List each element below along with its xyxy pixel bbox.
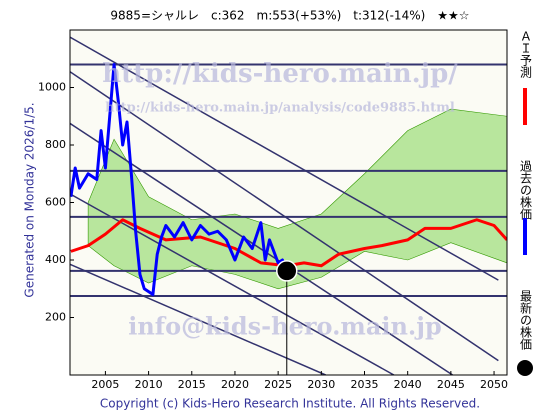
x-tick-label: 2025	[264, 378, 292, 391]
latest-point	[276, 260, 298, 282]
plot	[70, 36, 507, 375]
x-tick-label: 2005	[91, 378, 119, 391]
trend-line	[70, 263, 326, 375]
x-tick-label: 2045	[437, 378, 465, 391]
x-tick-label: 2020	[221, 378, 249, 391]
watermark: info@kids-hero.main.jp	[128, 312, 442, 341]
footer: Copyright (c) Kids-Hero Research Institu…	[100, 397, 480, 411]
side-note: Generated on Monday 2026/1/5.	[23, 102, 37, 297]
legend-label: 最新の株価	[519, 290, 533, 350]
chart-title: 9885=シャルレ c:362 m:553(+53%) t:312(-14%) …	[110, 9, 469, 23]
trend-line	[70, 36, 499, 281]
legend-swatch	[517, 360, 533, 376]
x-tick-label: 2050	[480, 378, 508, 391]
legend-label: ＡＩ予測	[519, 30, 533, 79]
y-tick-label: 800	[45, 138, 66, 151]
legend-label: 過去の株価	[519, 160, 533, 220]
series-line	[70, 63, 289, 296]
trend-line	[70, 122, 454, 375]
series-line	[70, 218, 507, 268]
x-tick-label: 2040	[394, 378, 422, 391]
trend-line	[70, 71, 499, 362]
y-tick-label: 600	[45, 196, 66, 209]
x-tick-label: 2035	[351, 378, 379, 391]
x-tick-label: 2015	[178, 378, 206, 391]
x-tick-label: 2030	[307, 378, 335, 391]
x-tick-label: 2010	[135, 378, 163, 391]
watermark: http://kids-hero.main.jp/	[102, 59, 458, 89]
y-tick-label: 1000	[38, 81, 66, 94]
y-tick-label: 200	[45, 311, 66, 324]
y-tick-label: 400	[45, 253, 66, 266]
watermark: http://kids-hero.main.jp/analysis/code98…	[105, 101, 455, 116]
trend-line	[70, 193, 395, 375]
